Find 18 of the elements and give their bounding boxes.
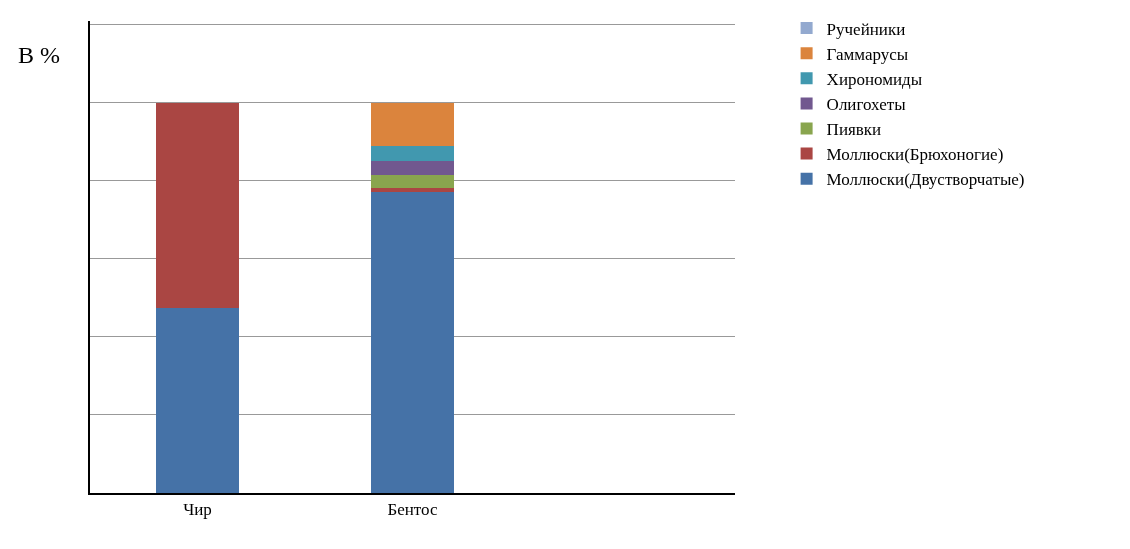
legend-label: Пиявки [826,120,882,140]
bar [370,192,455,493]
bar [370,188,455,193]
bar [370,160,455,176]
legend-label: Ручейники [826,19,906,39]
legend-label: Моллюски(Двустворчатые) [826,170,1025,190]
y-axis-title: В % [18,42,61,68]
x-tick-label: Чир [183,500,212,520]
bar [155,102,240,309]
bar [370,102,455,146]
legend-label: Гаммарусы [826,44,909,64]
legend-label: Олигохеты [826,95,907,115]
legend-label: Моллюски(Брюхоногие) [826,145,1004,165]
x-tick-label: Бентос [387,500,438,520]
bar [155,308,240,493]
bar [370,175,455,189]
bar [370,145,455,161]
legend-label: Хирономиды [826,69,923,89]
